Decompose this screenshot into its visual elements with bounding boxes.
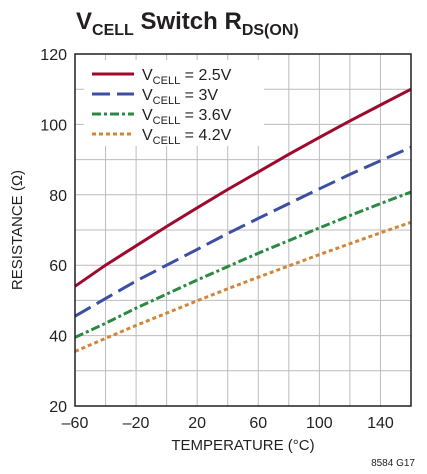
- y-tick-label: 80: [49, 188, 67, 205]
- x-tick-label: –60: [62, 415, 89, 432]
- x-tick-label: 100: [306, 415, 333, 432]
- legend-label-1: VCELL = 2.5V: [142, 67, 232, 87]
- tick-labels: –60 –20 20 60 100 140 20 40 60 80 100 120: [40, 47, 394, 432]
- series-lines: [74, 87, 412, 353]
- series-line-2: [74, 145, 412, 318]
- x-axis-label: TEMPERATURE (°C): [171, 437, 314, 454]
- y-tick-label: 100: [40, 117, 67, 134]
- x-tick-label: 140: [367, 415, 394, 432]
- y-tick-label: 40: [49, 329, 67, 346]
- series-line-3: [74, 190, 412, 339]
- x-tick-label: –20: [123, 415, 150, 432]
- figure-code: 8584 G17: [371, 458, 415, 469]
- legend-label-2: VCELL = 3V: [142, 87, 218, 107]
- x-tick-label: 60: [249, 415, 267, 432]
- chart-title: VCELL Switch RDS(ON): [76, 8, 299, 39]
- y-tick-label: 120: [40, 47, 67, 64]
- y-tick-label: 60: [49, 258, 67, 275]
- legend-label-4: VCELL = 4.2V: [142, 127, 232, 147]
- x-tick-label: 20: [188, 415, 206, 432]
- y-axis-label: RESISTANCE (Ω): [9, 170, 26, 290]
- y-tick-label: 20: [49, 399, 67, 416]
- series-line-1: [74, 87, 412, 288]
- legend-label-3: VCELL = 3.6V: [142, 107, 232, 127]
- plot-frame: [74, 53, 412, 407]
